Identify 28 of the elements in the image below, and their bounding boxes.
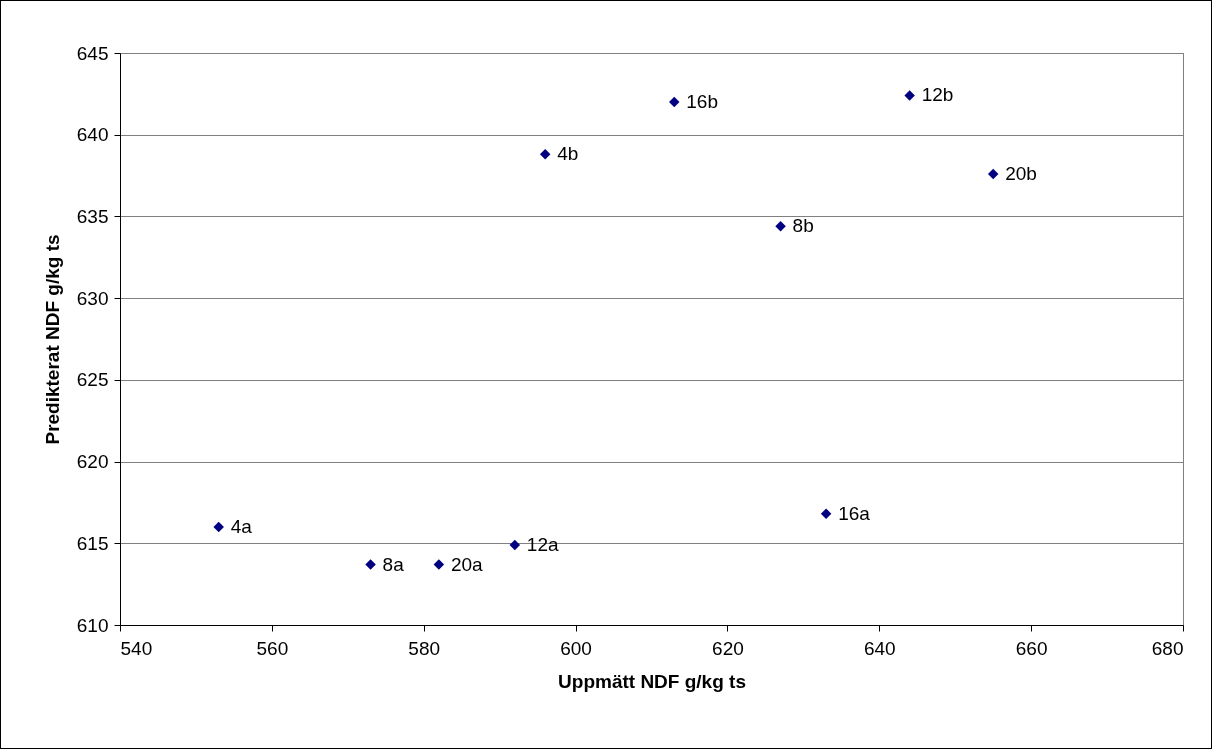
x-tick-label: 560: [256, 637, 289, 659]
y-tick-label: 635: [76, 205, 109, 227]
annotation: 8a: [382, 553, 405, 575]
annotation: 4b: [557, 143, 579, 165]
y-tick-label: 620: [76, 451, 109, 473]
annotation: 20b: [1005, 162, 1037, 184]
y-tick-label: 615: [76, 532, 109, 554]
x-axis-title: Uppmätt NDF g/kg ts: [558, 670, 746, 692]
annotation: 8b: [792, 215, 814, 237]
x-tick-label: 600: [560, 637, 592, 659]
annotation: 4a: [230, 515, 253, 537]
y-tick-label: 640: [76, 124, 109, 146]
y-tick-label: 610: [76, 614, 109, 636]
annotation: 12a: [526, 533, 559, 555]
annotation: 20a: [450, 553, 484, 575]
x-tick-label: 540: [120, 637, 153, 659]
annotation: 12b: [921, 84, 954, 106]
y-tick-label: 630: [76, 287, 109, 309]
x-tick-label: 640: [863, 637, 896, 659]
x-tick-label: 680: [1151, 637, 1184, 659]
y-tick-label: 645: [76, 42, 109, 64]
x-tick-label: 660: [1015, 637, 1048, 659]
annotation: 16b: [686, 91, 718, 113]
y-axis-title: Predikterat NDF g/kg ts: [41, 234, 63, 445]
x-tick-label: 580: [408, 637, 441, 659]
annotation: 16a: [838, 502, 871, 524]
x-tick-label: 620: [712, 637, 744, 659]
y-tick-label: 625: [76, 369, 109, 391]
